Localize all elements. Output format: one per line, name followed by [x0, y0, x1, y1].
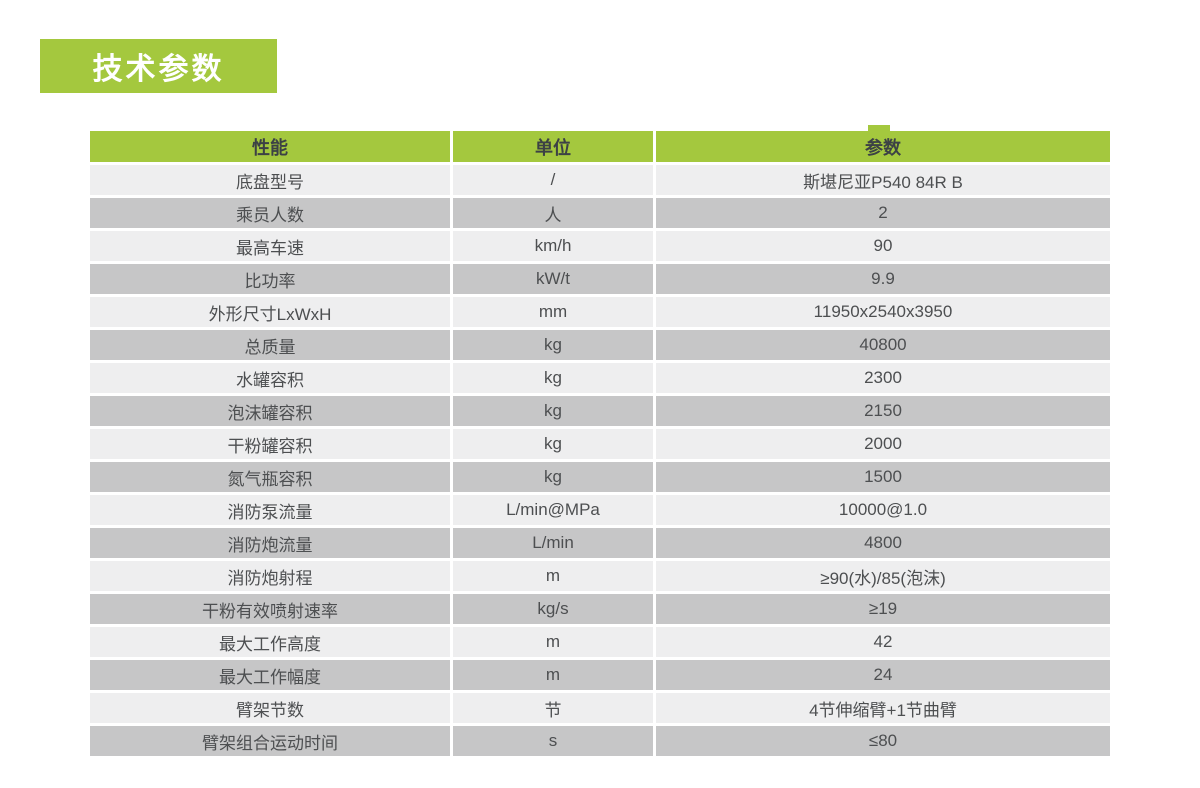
cell-name: 消防炮射程: [90, 561, 450, 591]
table-row: 外形尺寸LxWxH mm 11950x2540x3950: [90, 297, 1110, 327]
cell-unit: kg: [453, 462, 653, 492]
table-row: 比功率 kW/t 9.9: [90, 264, 1110, 294]
header-cell-parameter: 参数: [656, 131, 1110, 162]
table-row: 氮气瓶容积 kg 1500: [90, 462, 1110, 492]
page-title-label: 技术参数: [92, 53, 225, 86]
cell-value: 斯堪尼亚P540 84R B: [656, 165, 1110, 195]
cell-name: 总质量: [90, 330, 450, 360]
cell-value: 11950x2540x3950: [656, 297, 1110, 327]
cell-unit: L/min@MPa: [453, 495, 653, 525]
table-row: 臂架节数节 4节伸缩臂+1节曲臂: [90, 693, 1110, 723]
spec-table-body: 底盘型号 / 斯堪尼亚P540 84R B 乘员人数人 2 最高车速 km/h 90 比功率 kW…: [90, 165, 1110, 756]
spec-table: 性能 单位 参数 底盘型号 / 斯堪尼亚P540 84R B 乘员人数人 2 最高车速 km…: [90, 131, 1110, 759]
cell-unit: kg: [453, 396, 653, 426]
decorative-green-tab: [868, 125, 890, 132]
table-row: 最高车速 km/h 90: [90, 231, 1110, 261]
page-title: 技术参数: [40, 39, 277, 93]
cell-unit: kg: [453, 429, 653, 459]
cell-value: 42: [656, 627, 1110, 657]
cell-value: 4节伸缩臂+1节曲臂: [656, 693, 1110, 723]
cell-unit: mm: [453, 297, 653, 327]
cell-unit: kg: [453, 330, 653, 360]
table-row: 底盘型号 / 斯堪尼亚P540 84R B: [90, 165, 1110, 195]
cell-value: 10000@1.0: [656, 495, 1110, 525]
cell-name: 最大工作幅度: [90, 660, 450, 690]
cell-name: 消防泵流量: [90, 495, 450, 525]
cell-value: 2150: [656, 396, 1110, 426]
cell-name: 干粉有效喷射速率: [90, 594, 450, 624]
cell-value: ≤80: [656, 726, 1110, 756]
cell-unit: km/h: [453, 231, 653, 261]
cell-unit: 人: [453, 198, 653, 228]
cell-name: 最大工作高度: [90, 627, 450, 657]
cell-unit: m: [453, 627, 653, 657]
table-row: 臂架组合运动时间 s ≤80: [90, 726, 1110, 756]
table-row: 泡沫罐容积 kg 2150: [90, 396, 1110, 426]
cell-unit: kW/t: [453, 264, 653, 294]
cell-value: 9.9: [656, 264, 1110, 294]
cell-value: 40800: [656, 330, 1110, 360]
cell-name: 外形尺寸LxWxH: [90, 297, 450, 327]
cell-value: 1500: [656, 462, 1110, 492]
cell-name: 比功率: [90, 264, 450, 294]
cell-unit: m: [453, 660, 653, 690]
cell-unit: kg: [453, 363, 653, 393]
cell-name: 臂架组合运动时间: [90, 726, 450, 756]
header-cell-unit: 单位: [453, 131, 653, 162]
cell-value: ≥90(水)/85(泡沫): [656, 561, 1110, 591]
table-row: 消防炮射程 m ≥90(水)/85(泡沫): [90, 561, 1110, 591]
table-row: 最大工作幅度 m 24: [90, 660, 1110, 690]
cell-name: 乘员人数: [90, 198, 450, 228]
cell-unit: m: [453, 561, 653, 591]
cell-value: 24: [656, 660, 1110, 690]
table-row: 干粉罐容积 kg 2000: [90, 429, 1110, 459]
header-cell-performance: 性能: [90, 131, 450, 162]
cell-name: 氮气瓶容积: [90, 462, 450, 492]
table-row: 最大工作高度 m 42: [90, 627, 1110, 657]
table-row: 乘员人数人 2: [90, 198, 1110, 228]
cell-unit: s: [453, 726, 653, 756]
spec-table-header: 性能 单位 参数: [90, 131, 1110, 162]
table-row: 水罐容积 kg 2300: [90, 363, 1110, 393]
table-row: 消防炮流量 L/min 4800: [90, 528, 1110, 558]
cell-unit: L/min: [453, 528, 653, 558]
cell-name: 消防炮流量: [90, 528, 450, 558]
cell-value: 90: [656, 231, 1110, 261]
table-row: 消防泵流量 L/min@MPa 10000@1.0: [90, 495, 1110, 525]
cell-unit: /: [453, 165, 653, 195]
cell-value: 2000: [656, 429, 1110, 459]
cell-value: ≥19: [656, 594, 1110, 624]
cell-name: 泡沫罐容积: [90, 396, 450, 426]
cell-unit: kg/s: [453, 594, 653, 624]
cell-name: 底盘型号: [90, 165, 450, 195]
table-row: 干粉有效喷射速率 kg/s ≥19: [90, 594, 1110, 624]
cell-unit: 节: [453, 693, 653, 723]
table-row: 总质量 kg 40800: [90, 330, 1110, 360]
cell-value: 2: [656, 198, 1110, 228]
cell-value: 2300: [656, 363, 1110, 393]
cell-name: 干粉罐容积: [90, 429, 450, 459]
cell-name: 水罐容积: [90, 363, 450, 393]
cell-name: 臂架节数: [90, 693, 450, 723]
cell-value: 4800: [656, 528, 1110, 558]
cell-name: 最高车速: [90, 231, 450, 261]
